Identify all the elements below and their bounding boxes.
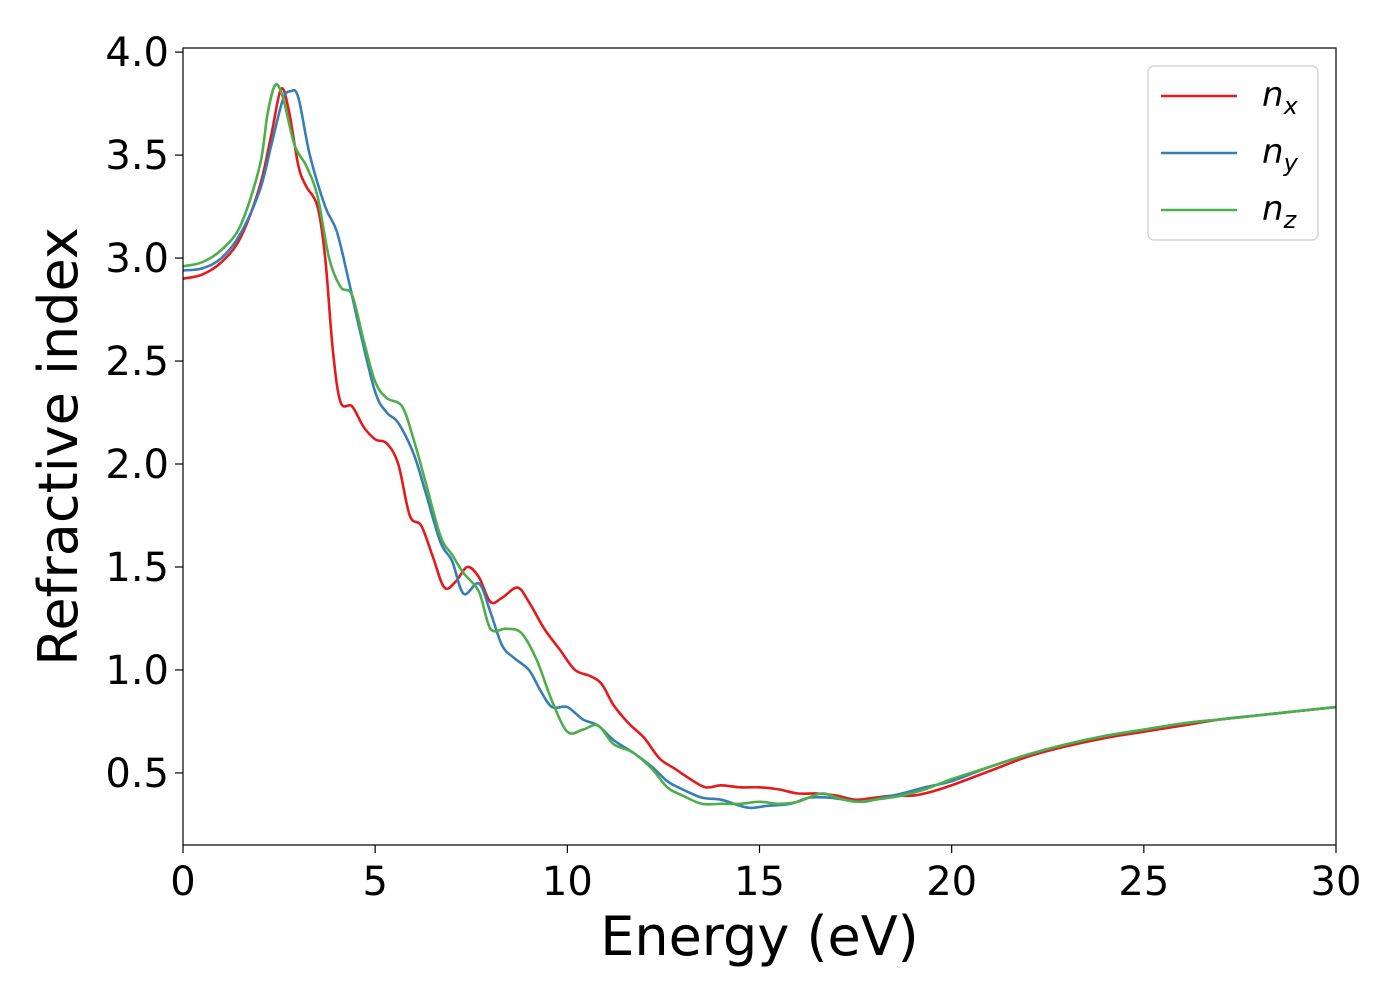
y-tick-label: 1.5 (105, 545, 169, 591)
x-tick-label: 5 (362, 859, 387, 905)
x-tick-label: 10 (542, 859, 593, 905)
series-line-nz (183, 83, 1336, 806)
y-tick-label: 0.5 (105, 751, 169, 797)
x-tick-label: 15 (734, 859, 785, 905)
y-tick-label: 3.5 (105, 133, 169, 179)
legend-label-nz: nz (1262, 189, 1298, 234)
x-tick-label: 25 (1118, 859, 1169, 905)
x-tick-label: 20 (926, 859, 977, 905)
y-tick-label: 1.0 (105, 648, 169, 694)
series-line-nx (183, 87, 1336, 802)
y-axis-ticks: 0.5 1.0 1.5 2.0 2.5 3.0 3.5 4.0 (105, 30, 183, 797)
series-line-ny (183, 88, 1336, 810)
legend-label-nx: nx (1262, 75, 1299, 120)
x-tick-label: 0 (170, 859, 195, 905)
y-tick-label: 2.5 (105, 339, 169, 385)
x-axis-ticks: 0 5 10 15 20 25 30 (170, 845, 1361, 905)
legend: nx ny nz (1147, 65, 1319, 241)
x-axis-label: Energy (eV) (600, 905, 919, 968)
y-tick-label: 3.0 (105, 236, 169, 282)
y-axis-label: Refractive index (27, 227, 90, 666)
y-tick-label: 4.0 (105, 30, 169, 76)
series-layer (183, 83, 1336, 810)
x-tick-label: 30 (1311, 859, 1362, 905)
legend-label-ny: ny (1262, 132, 1299, 177)
y-tick-label: 2.0 (105, 442, 169, 488)
